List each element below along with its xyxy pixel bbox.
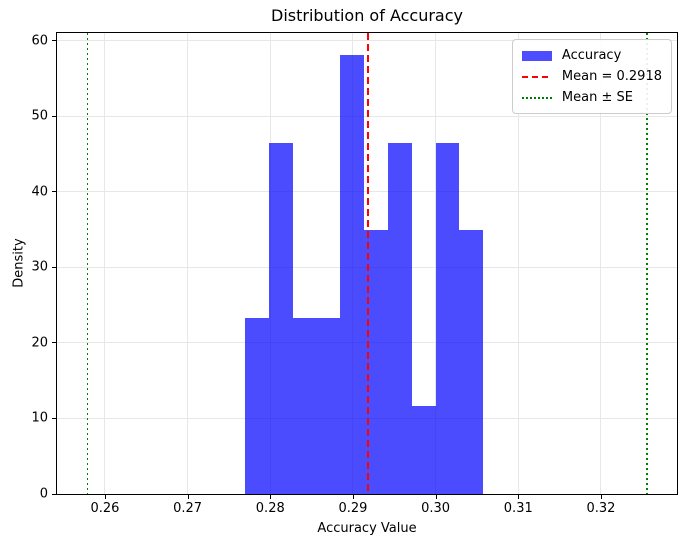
mean-plus-minus-se-line (646, 33, 648, 494)
plot-area: Accuracy Mean = 0.2918 Mean ± SE (56, 32, 678, 495)
mean-plus-minus-se-line (86, 33, 89, 494)
reference-lines-layer (57, 33, 677, 494)
gridline-vertical (187, 33, 189, 494)
x-tick-mark (104, 495, 106, 499)
x-tick-label: 0.32 (586, 501, 616, 516)
histogram-bar (363, 230, 388, 494)
histogram-bar (411, 406, 436, 494)
y-tick-mark (52, 40, 56, 42)
histogram-bar (316, 317, 340, 494)
legend-entry: Mean = 0.2918 (521, 66, 662, 87)
legend-entry: Mean ± SE (521, 87, 662, 108)
x-tick-label: 0.31 (503, 501, 533, 516)
y-tick-label: 10 (31, 410, 48, 426)
x-tick-mark (435, 495, 437, 499)
x-tick-mark (518, 495, 520, 499)
legend: Accuracy Mean = 0.2918 Mean ± SE (511, 39, 672, 114)
y-tick-mark (52, 115, 56, 117)
legend-dashed-line-swatch (521, 75, 552, 78)
histogram-bar (244, 317, 269, 494)
x-tick-label: 0.27 (173, 501, 203, 516)
x-tick-label: 0.29 (338, 501, 368, 516)
x-tick-mark (352, 495, 354, 499)
x-tick-label: 0.26 (90, 501, 120, 516)
y-tick-label: 40 (31, 184, 48, 200)
x-tick-label: 0.30 (421, 501, 451, 516)
legend-label: Accuracy (561, 48, 622, 63)
y-tick-mark (52, 342, 56, 344)
gridline-vertical (600, 33, 602, 494)
bars-layer (57, 33, 677, 494)
y-tick-mark (52, 266, 56, 268)
histogram-bar (292, 317, 317, 494)
chart-title: Distribution of Accuracy (271, 6, 463, 25)
x-tick-mark (270, 495, 272, 499)
histogram-bar (268, 142, 293, 494)
legend-entry: Accuracy (521, 45, 662, 66)
y-axis-label: Density (11, 238, 27, 288)
histogram-bar (339, 54, 364, 494)
histogram-bar (435, 142, 459, 494)
legend-patch-swatch (521, 50, 552, 61)
histogram-bar (458, 230, 483, 494)
y-tick-label: 50 (31, 108, 48, 124)
legend-label: Mean ± SE (561, 90, 633, 105)
gridline-vertical (104, 33, 106, 494)
histogram-bar (387, 142, 412, 494)
legend-dotted-line-swatch (521, 96, 552, 99)
y-tick-label: 0 (39, 486, 48, 502)
y-tick-mark (52, 493, 56, 495)
x-tick-mark (600, 495, 602, 499)
y-tick-label: 60 (31, 33, 48, 49)
y-tick-label: 30 (31, 259, 48, 275)
x-axis-label: Accuracy Value (317, 521, 417, 536)
y-tick-label: 20 (31, 335, 48, 351)
x-tick-label: 0.28 (255, 501, 285, 516)
x-tick-mark (187, 495, 189, 499)
y-tick-mark (52, 191, 56, 193)
gridline-vertical (517, 33, 519, 494)
legend-label: Mean = 0.2918 (561, 69, 662, 84)
y-tick-mark (52, 417, 56, 419)
mean-line (366, 33, 369, 494)
